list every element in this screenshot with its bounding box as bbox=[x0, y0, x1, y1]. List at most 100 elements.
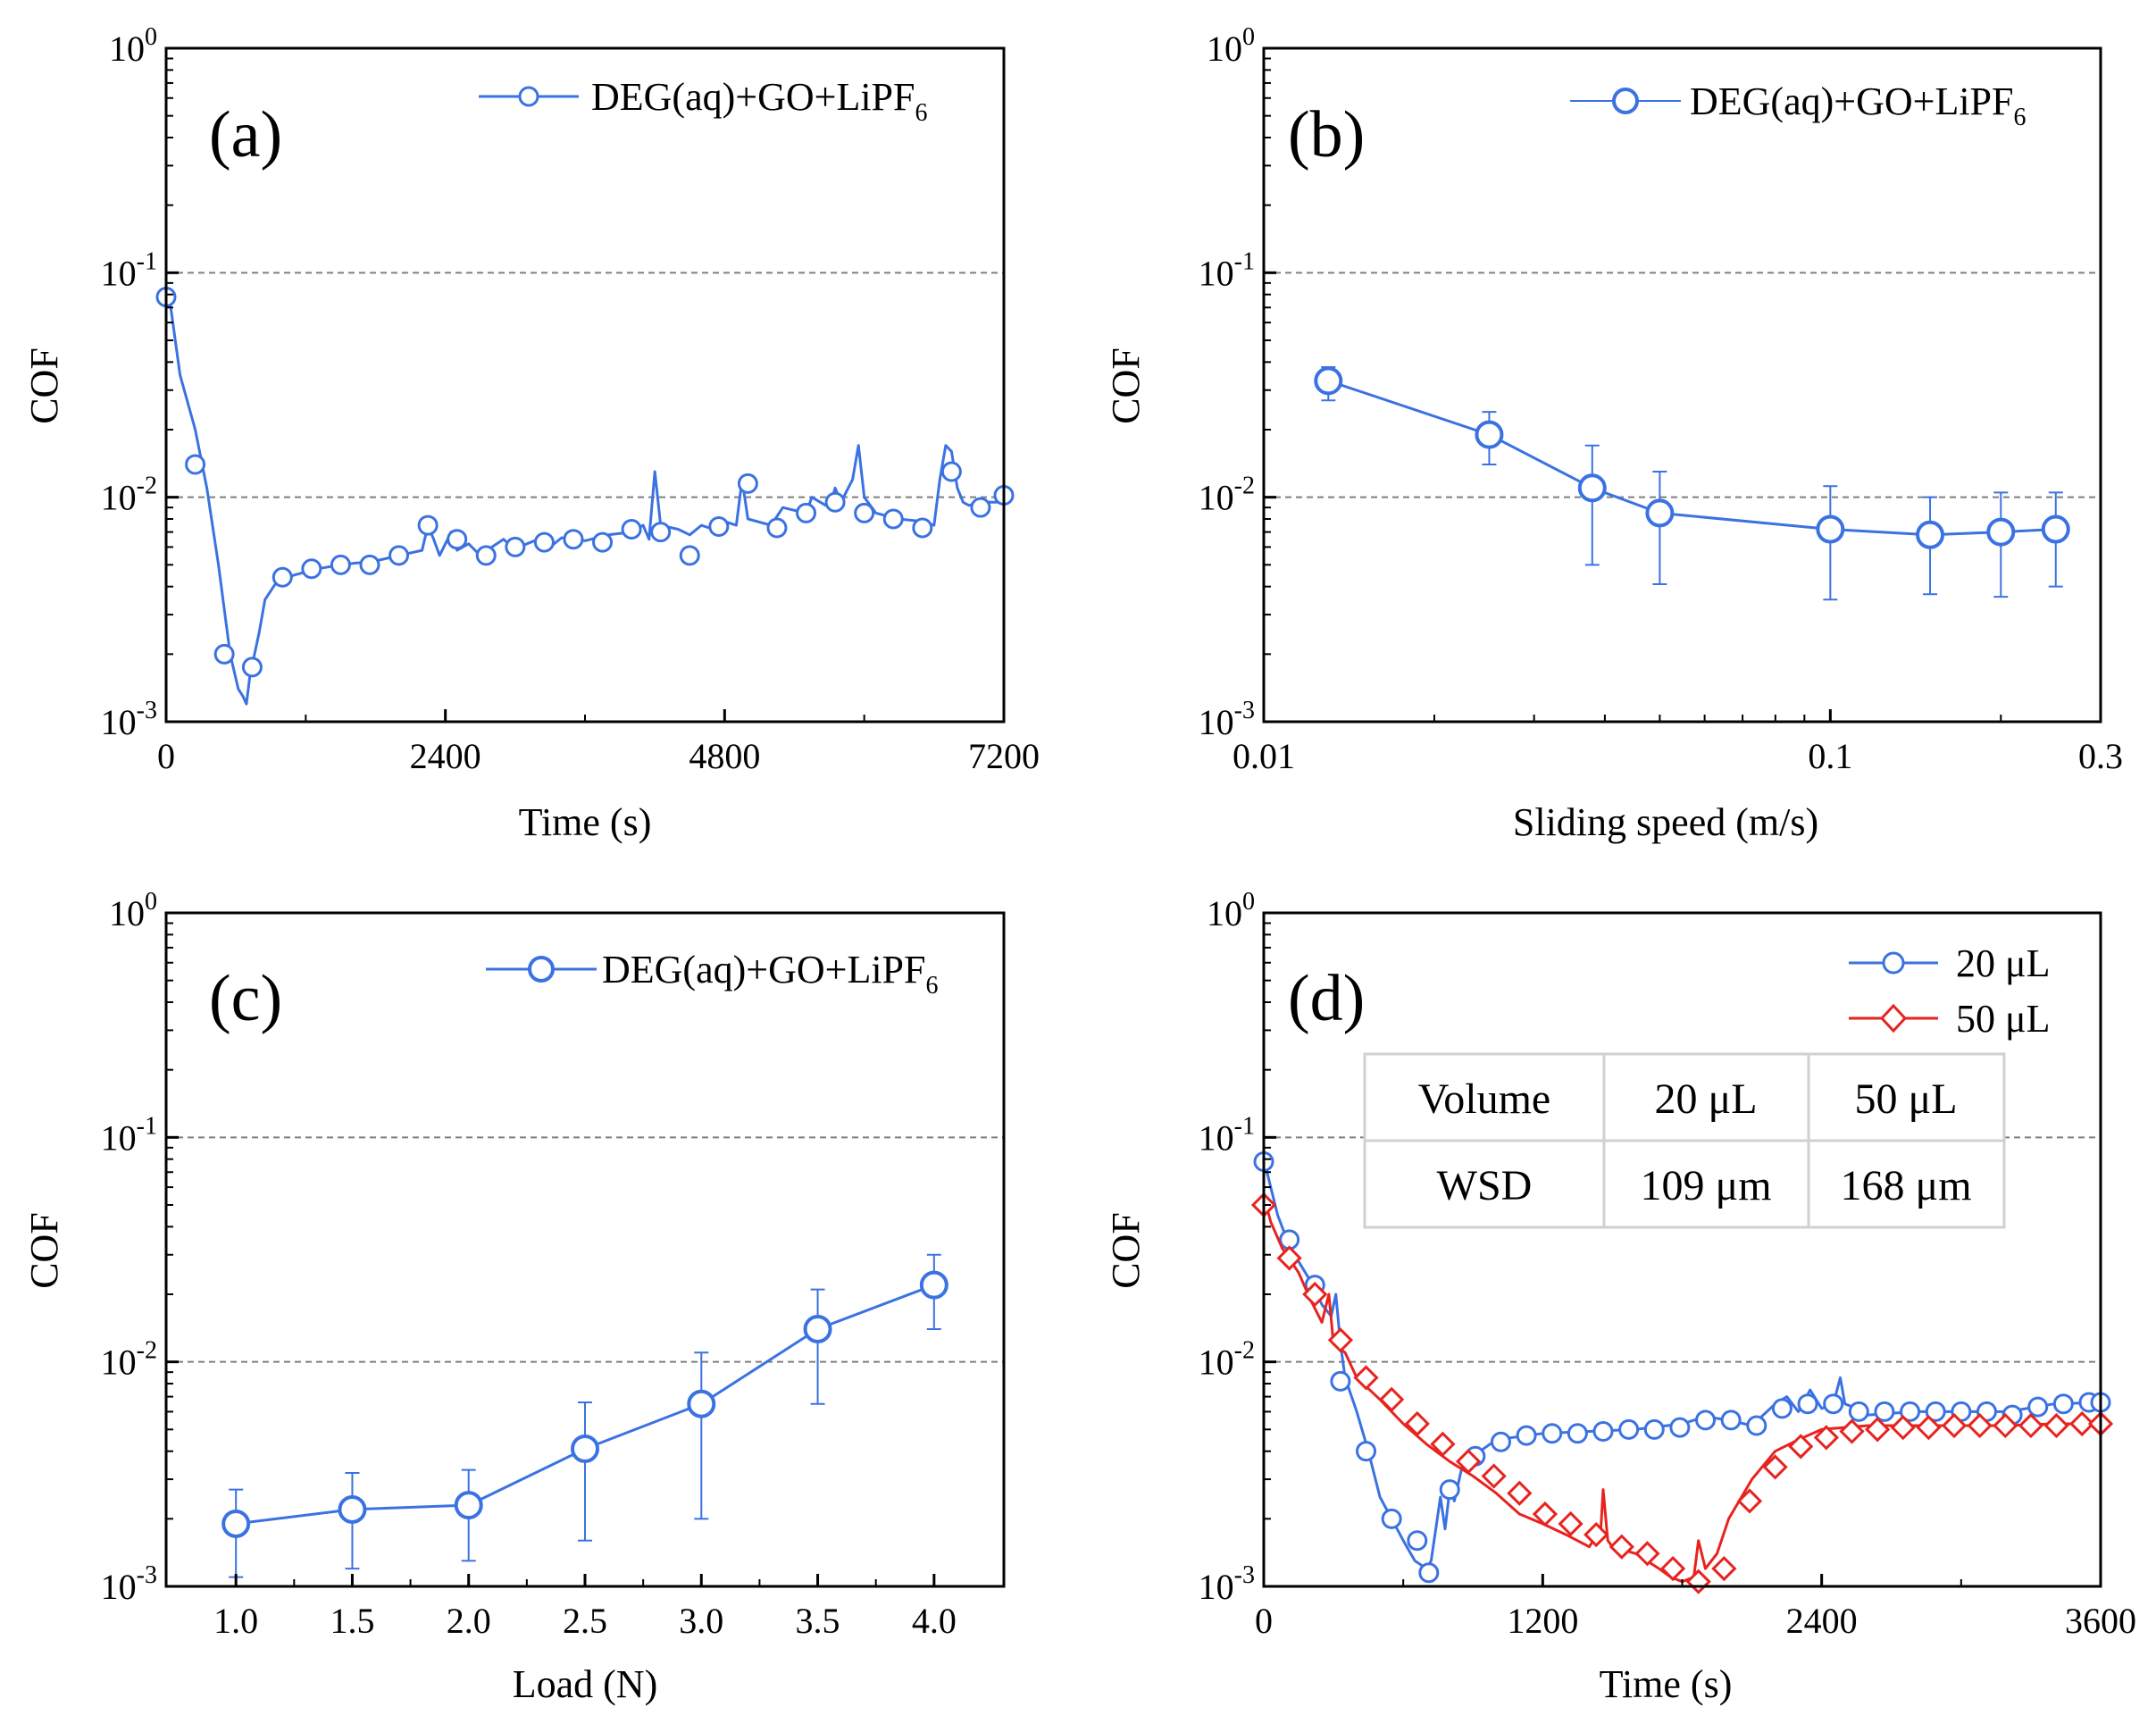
data-point bbox=[1890, 1415, 1916, 1441]
y-tick-exponent: -1 bbox=[1234, 1112, 1255, 1140]
data-point bbox=[1618, 1418, 1640, 1440]
data-point bbox=[1327, 1327, 1354, 1353]
data-point bbox=[854, 502, 875, 523]
data-point bbox=[1577, 473, 1607, 503]
legend: 20 μL 50 μL bbox=[1849, 941, 2050, 1041]
y-tick-exponent: -3 bbox=[1234, 1561, 1255, 1589]
data-point bbox=[1941, 1412, 1968, 1439]
y-tick-exponent: -1 bbox=[137, 247, 157, 275]
legend-marker-diamond bbox=[1879, 1003, 1908, 1033]
data-point bbox=[1797, 1393, 1818, 1415]
data-point bbox=[1418, 1562, 1440, 1584]
data-point bbox=[2018, 1412, 2044, 1439]
y-tick-label: 100 bbox=[1207, 888, 1255, 933]
x-tick-label: 1.5 bbox=[330, 1601, 374, 1641]
data-point bbox=[563, 529, 584, 550]
data-point bbox=[1516, 1425, 1537, 1446]
y-tick-exponent: -2 bbox=[1234, 473, 1255, 500]
y-tick-base: 10 bbox=[101, 1117, 137, 1158]
data-point bbox=[330, 554, 351, 575]
data-point bbox=[2052, 1393, 2074, 1415]
data-point bbox=[1643, 1418, 1665, 1440]
y-tick-label: 10-2 bbox=[101, 1337, 157, 1383]
legend: DEG(aq)+GO+LiPF6 bbox=[479, 75, 927, 127]
x-tick-label: 3.0 bbox=[679, 1601, 723, 1641]
y-tick-exponent: -3 bbox=[1234, 697, 1255, 724]
x-tick-label: 3.5 bbox=[796, 1601, 840, 1641]
y-tick-label: 10-2 bbox=[1199, 1337, 1255, 1383]
y-tick-base: 10 bbox=[109, 893, 145, 933]
y-tick-exponent: 0 bbox=[1242, 23, 1255, 51]
y-tick-label: 10-3 bbox=[1199, 697, 1255, 742]
data-point bbox=[1481, 1463, 1507, 1489]
y-tick-label: 10-2 bbox=[101, 473, 157, 518]
data-point bbox=[1816, 514, 1845, 544]
data-point bbox=[1720, 1410, 1742, 1431]
y-tick-exponent: -2 bbox=[1234, 1337, 1255, 1365]
data-point bbox=[1475, 420, 1504, 449]
data-point bbox=[1788, 1434, 1814, 1460]
x-axis-title: Time (s) bbox=[519, 800, 652, 844]
data-point bbox=[679, 545, 700, 566]
x-tick-label: 7200 bbox=[968, 736, 1040, 776]
y-tick-base: 10 bbox=[1207, 893, 1242, 933]
legend-label: DEG(aq)+GO+LiPF bbox=[602, 948, 925, 991]
data-point bbox=[221, 1509, 251, 1538]
legend-marker bbox=[518, 86, 539, 107]
panel-label: (d) bbox=[1288, 962, 1365, 1035]
data-point bbox=[687, 1389, 716, 1418]
data-point bbox=[1609, 1534, 1634, 1560]
data-point bbox=[1967, 1412, 1993, 1439]
x-tick-label: 2.5 bbox=[563, 1601, 607, 1641]
y-tick-base: 10 bbox=[1199, 702, 1234, 742]
data-point bbox=[359, 554, 380, 575]
x-tick-label: 0 bbox=[157, 736, 175, 776]
y-tick-base: 10 bbox=[101, 702, 137, 742]
data-point bbox=[1925, 1401, 1946, 1422]
data-point bbox=[338, 1494, 367, 1524]
data-point bbox=[803, 1314, 832, 1343]
legend: DEG(aq)+GO+LiPF6 bbox=[486, 948, 938, 1000]
data-point bbox=[533, 531, 555, 553]
panel-label: (c) bbox=[209, 962, 282, 1035]
legend-label-20ul: 20 μL bbox=[1956, 941, 2050, 985]
data-point bbox=[1532, 1501, 1559, 1527]
data-point bbox=[737, 473, 758, 494]
table-cell: WSD bbox=[1437, 1162, 1533, 1209]
y-tick-label: 10-3 bbox=[101, 697, 157, 742]
y-tick-exponent: -1 bbox=[137, 1112, 157, 1140]
y-tick-base: 10 bbox=[1199, 1117, 1234, 1158]
y-tick-label: 100 bbox=[1207, 23, 1255, 69]
legend-marker bbox=[528, 956, 555, 983]
data-point bbox=[1986, 517, 2016, 547]
y-axis-title: COF bbox=[1104, 1212, 1148, 1289]
data-point bbox=[1407, 1530, 1428, 1552]
data-point bbox=[1404, 1410, 1430, 1437]
data-point bbox=[1823, 1393, 1844, 1415]
data-point bbox=[185, 454, 206, 475]
data-point bbox=[1865, 1417, 1891, 1443]
data-point bbox=[1330, 1370, 1351, 1392]
data-point bbox=[475, 545, 497, 566]
legend-text: DEG(aq)+GO+LiPF6 bbox=[1690, 79, 2026, 131]
table-header-cell: 20 μL bbox=[1654, 1075, 1757, 1123]
legend-text: DEG(aq)+GO+LiPF6 bbox=[591, 75, 927, 127]
y-tick-label: 10-1 bbox=[1199, 1112, 1255, 1158]
y-tick-label: 10-1 bbox=[1199, 247, 1255, 293]
data-point bbox=[1353, 1365, 1379, 1391]
legend-marker-circle bbox=[1882, 951, 1905, 975]
data-point bbox=[1379, 1386, 1405, 1412]
data-point bbox=[1771, 1398, 1792, 1419]
y-tick-base: 10 bbox=[101, 1343, 137, 1383]
data-point bbox=[1584, 1521, 1609, 1548]
data-point bbox=[796, 502, 817, 523]
x-tick-label: 4.0 bbox=[912, 1601, 957, 1641]
y-tick-exponent: -3 bbox=[137, 1561, 157, 1589]
